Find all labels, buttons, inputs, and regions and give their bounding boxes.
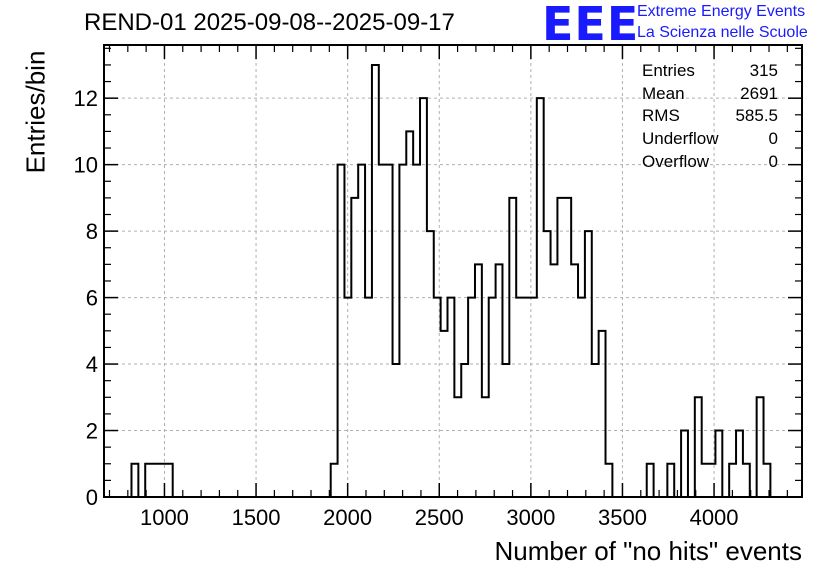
histogram-bin	[715, 431, 722, 497]
x-tick-label: 2000	[323, 505, 372, 530]
stat-rms-label: RMS	[642, 106, 680, 125]
histogram-bin	[736, 431, 743, 497]
stat-entries-label: Entries	[642, 61, 695, 80]
histogram-bin	[413, 165, 420, 497]
stat-underflow-label: Underflow	[642, 129, 719, 148]
axis-tick-labels: 1000 1500 2000 2500 3000 3500 4000 0 2 4 6 8 10 12	[74, 86, 739, 530]
x-tick-label: 2500	[415, 505, 464, 530]
histogram-bin	[475, 264, 482, 497]
histogram-bin	[681, 431, 688, 497]
x-tick-label: 3000	[506, 505, 555, 530]
y-tick-label: 6	[86, 286, 98, 311]
histogram-bin	[351, 198, 358, 497]
stat-overflow-label: Overflow	[642, 152, 710, 171]
logo-line2: La Scienza nelle Scuole	[637, 24, 808, 41]
y-axis-label: Entries/bin	[20, 50, 51, 174]
stat-rms-value: 585.5	[735, 106, 778, 125]
y-tick-label: 10	[74, 153, 98, 178]
histogram-bin	[131, 464, 138, 497]
x-tick-label: 4000	[690, 505, 739, 530]
histogram-bin	[358, 165, 365, 497]
histogram-bin	[606, 464, 613, 497]
histogram-bin	[454, 397, 461, 497]
histogram-bin	[441, 331, 448, 497]
histogram-bin	[757, 397, 764, 497]
y-tick-label: 0	[86, 485, 98, 510]
histogram-bin	[557, 198, 564, 497]
chart-title: REND-01 2025-09-08--2025-09-17	[84, 9, 455, 36]
x-tick-label: 1500	[232, 505, 281, 530]
histogram-bin	[496, 264, 503, 497]
logo-line1: Extreme Energy Events	[637, 3, 806, 20]
histogram-bin	[166, 464, 173, 497]
histogram-bin	[379, 165, 386, 497]
histogram-bin	[489, 298, 496, 497]
histogram-bin	[564, 198, 571, 497]
histogram-bin	[365, 298, 372, 497]
x-tick-label: 3500	[598, 505, 647, 530]
eee-logo: EEE	[542, 0, 640, 51]
histogram-bin	[152, 464, 159, 497]
plot-frame	[103, 44, 803, 498]
x-axis-label: Number of "no hits" events	[494, 536, 803, 566]
x-tick-label: 1000	[140, 505, 189, 530]
plot-border	[103, 44, 803, 498]
histogram-bin	[695, 397, 702, 497]
histogram-bin	[599, 331, 606, 497]
histogram-bin	[743, 464, 750, 497]
histogram-bin	[448, 298, 455, 497]
histogram-bin	[578, 298, 585, 497]
histogram-bin	[647, 464, 654, 497]
grid-lines	[104, 45, 802, 497]
axis-ticks	[104, 45, 802, 498]
histogram-bin	[667, 464, 674, 497]
stat-overflow-value: 0	[768, 152, 778, 171]
histogram-bin	[386, 165, 393, 497]
histogram-bin	[516, 298, 523, 497]
y-tick-label: 2	[86, 419, 98, 444]
histogram-bin	[482, 397, 489, 497]
y-tick-label: 8	[86, 219, 98, 244]
y-tick-label: 12	[74, 86, 98, 111]
histogram-bin	[523, 298, 530, 497]
stat-mean-label: Mean	[642, 84, 685, 103]
histogram-bin	[372, 65, 379, 497]
stat-underflow-value: 0	[768, 129, 778, 148]
histogram-bin	[406, 131, 413, 497]
histogram-bin	[338, 165, 345, 497]
histogram-bin	[571, 264, 578, 497]
histogram-bin	[331, 464, 338, 497]
histogram-bin	[468, 298, 475, 497]
histogram-bin	[551, 264, 558, 497]
histogram-bin	[509, 198, 516, 497]
histogram-bin	[702, 464, 709, 497]
stat-mean-value: 2691	[740, 84, 778, 103]
histogram-bin	[399, 165, 406, 497]
y-tick-label: 4	[86, 352, 98, 377]
stat-entries-value: 315	[749, 61, 778, 80]
